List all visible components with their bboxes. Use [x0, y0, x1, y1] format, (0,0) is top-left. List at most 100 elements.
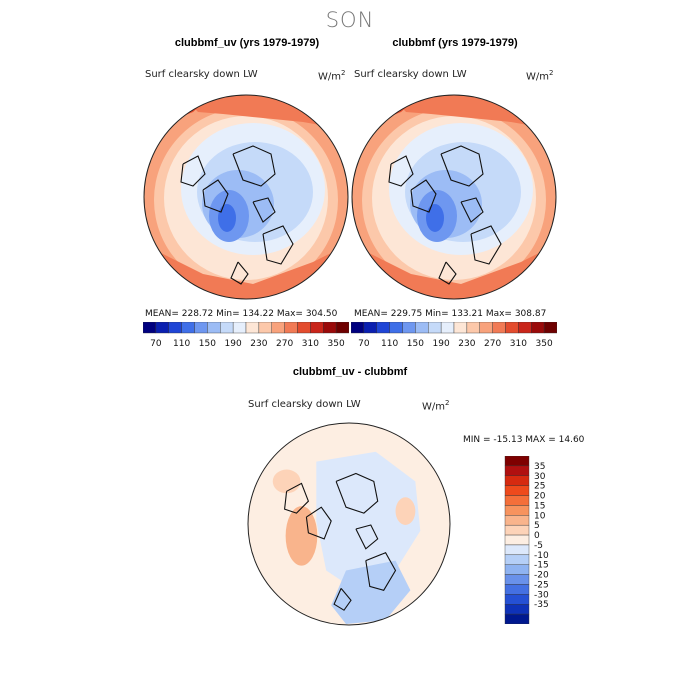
colorbar-tick-label: -20 [534, 571, 549, 581]
panel1-stats: MEAN= 228.72 Min= 134.22 Max= 304.50 [145, 309, 338, 319]
colorbar-swatch [258, 322, 272, 334]
map-border [351, 94, 557, 300]
colorbar-swatch [479, 322, 493, 334]
colorbar-swatch [335, 322, 349, 334]
panel1-variable-label: Surf clearsky down LW [145, 69, 258, 80]
field-band-neg10 [331, 560, 411, 624]
colorbar-tick-label: 310 [302, 339, 319, 348]
field-band-130 [426, 204, 444, 232]
panel3-stats: MIN = -15.13 MAX = 14.60 [463, 435, 585, 445]
colorbar-tick-label: 190 [433, 339, 450, 348]
colorbar-tick-label: 20 [534, 492, 546, 502]
colorbar-swatch [504, 456, 530, 467]
colorbar-tick-label: 110 [173, 339, 190, 348]
colorbar-swatch [504, 564, 530, 575]
colorbar-tick-label: 270 [484, 339, 501, 348]
panel3-variable-label: Surf clearsky down LW [248, 399, 361, 410]
field-band-pos5 [272, 469, 301, 494]
colorbar-swatch [207, 322, 221, 334]
coastline-3 [252, 197, 276, 223]
colorbar-swatch [504, 524, 530, 536]
coastline-5 [333, 588, 352, 611]
colorbar-swatch [284, 322, 298, 334]
panel3-units: W/m2 [422, 399, 450, 413]
coastline-4 [470, 225, 502, 265]
panel1-map [143, 94, 349, 300]
colorbar-swatch [504, 604, 530, 615]
colorbar-swatch [232, 322, 247, 334]
colorbar-swatch [181, 322, 195, 334]
coastline-2 [335, 472, 379, 514]
field-band-neg5 [316, 451, 421, 591]
colorbar-swatch [143, 322, 157, 334]
colorbar-swatch [310, 322, 324, 334]
colorbar-swatch [504, 613, 530, 624]
season-title: SON [325, 8, 375, 32]
colorbar-tick-label: 150 [407, 339, 424, 348]
coastline-0 [284, 482, 310, 514]
colorbar-swatch [504, 465, 530, 476]
colorbar-swatch [376, 322, 390, 334]
colorbar-swatch [428, 322, 442, 334]
colorbar-swatch [504, 574, 530, 585]
colorbar-swatch [505, 322, 519, 334]
coastline-2 [440, 145, 484, 187]
colorbar-swatch [389, 322, 403, 334]
map-border [143, 94, 349, 300]
field-band-pos5e [395, 497, 416, 525]
colorbar-swatch [323, 322, 337, 334]
panel2-units: W/m2 [526, 69, 554, 83]
field-band-pos10 [285, 506, 318, 566]
colorbar-tick-label: -15 [534, 561, 549, 571]
coastline-1 [305, 506, 332, 540]
colorbar-swatch [504, 515, 530, 526]
panel1-title: clubbmf_uv (yrs 1979-1979) [174, 37, 320, 49]
colorbar-tick-label: 190 [225, 339, 242, 348]
colorbar-tick-label: 150 [199, 339, 216, 348]
colorbar-swatch [245, 322, 260, 334]
colorbar-swatch [504, 505, 530, 516]
colorbar-swatch [504, 475, 530, 486]
colorbar-swatch [194, 322, 208, 334]
colorbar-swatch [492, 322, 506, 334]
panel2-stats: MEAN= 229.75 Min= 133.21 Max= 308.87 [354, 309, 547, 319]
coastline-4 [365, 552, 397, 591]
coastline-1 [202, 179, 229, 213]
colorbar-tick-label: 0 [534, 531, 540, 541]
colorbar-swatch [168, 322, 182, 334]
colorbar-tick-label: 70 [358, 339, 370, 348]
colorbar-swatch [402, 322, 416, 334]
field-layer [352, 95, 556, 299]
colorbar-swatch [363, 322, 377, 334]
field-band-130 [218, 204, 236, 232]
colorbar-tick-label: 230 [250, 339, 267, 348]
coastline-3 [355, 524, 379, 550]
colorbar-tick-label: 25 [534, 482, 545, 492]
colorbar-swatch [466, 322, 480, 334]
panel2-map [351, 94, 557, 300]
colorbar-swatch [415, 322, 429, 334]
colorbar-swatch [531, 322, 545, 334]
colorbar-tick-label: -30 [534, 590, 549, 600]
colorbar-tick-label: 350 [328, 339, 345, 348]
colorbar-swatch [504, 534, 530, 546]
colorbar-tick-label: 230 [458, 339, 475, 348]
colorbar-tick-label: 15 [534, 501, 545, 511]
coastline-5 [230, 261, 249, 285]
colorbar-tick-label: 350 [536, 339, 553, 348]
colorbar-tick-label: 270 [276, 339, 293, 348]
colorbar-tick-label: -35 [534, 600, 549, 610]
colorbar-tick-label: -5 [534, 541, 543, 551]
colorbar-swatch [518, 322, 532, 334]
colorbar-swatch [543, 322, 557, 334]
panel1-units: W/m2 [318, 69, 346, 83]
coastline-5 [438, 261, 457, 285]
coastline-2 [232, 145, 276, 187]
colorbar-tick-label: 35 [534, 462, 545, 472]
panel2-colorbar: 70 110 150 190 230 270 310 350 [351, 322, 557, 348]
colorbar-tick-label: 10 [534, 511, 546, 521]
colorbar-tick-label: -10 [534, 551, 549, 561]
field-layer [248, 423, 450, 625]
coastline-0 [180, 155, 206, 187]
colorbar-swatch [453, 322, 468, 334]
